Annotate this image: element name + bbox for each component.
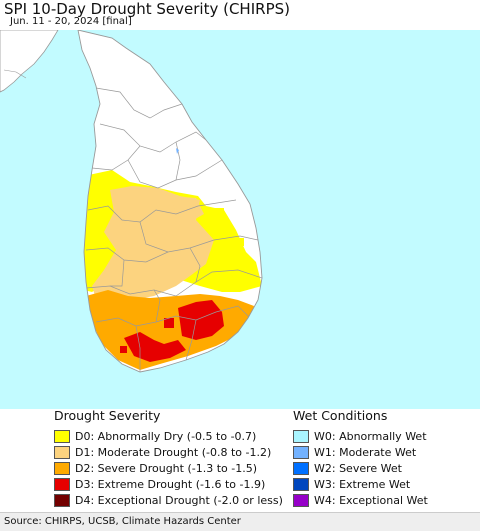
drought-legend-item: D4: Exceptional Drought (-2.0 or less) bbox=[54, 492, 283, 508]
wet-legend-label: W3: Extreme Wet bbox=[314, 477, 411, 491]
source-text: Source: CHIRPS, UCSB, Climate Hazards Ce… bbox=[4, 516, 241, 527]
legend-wet-heading: Wet Conditions bbox=[293, 408, 388, 423]
drought-legend-label: D0: Abnormally Dry (-0.5 to -0.7) bbox=[75, 429, 257, 443]
source-footer: Source: CHIRPS, UCSB, Climate Hazards Ce… bbox=[0, 512, 480, 531]
wet-legend-item: W3: Extreme Wet bbox=[293, 476, 428, 492]
india-mainland bbox=[0, 30, 59, 93]
wet-swatch bbox=[293, 445, 309, 459]
wet-legend-label: W0: Abnormally Wet bbox=[314, 429, 427, 443]
district-boundaries bbox=[85, 87, 262, 372]
wet-legend-label: W4: Exceptional Wet bbox=[314, 493, 428, 507]
legend-drought-heading: Drought Severity bbox=[54, 408, 161, 423]
wet-swatch bbox=[293, 493, 309, 507]
wet-swatch bbox=[293, 461, 309, 475]
wet-legend-item: W1: Moderate Wet bbox=[293, 444, 428, 460]
wet-swatch bbox=[293, 429, 309, 443]
drought-map bbox=[0, 30, 480, 409]
map-title: SPI 10-Day Drought Severity (CHIRPS) bbox=[4, 0, 290, 18]
drought-swatch bbox=[54, 429, 70, 443]
drought-swatch bbox=[54, 477, 70, 491]
drought-swatch bbox=[54, 461, 70, 475]
wet-legend-label: W1: Moderate Wet bbox=[314, 445, 417, 459]
wet-legend-item: W0: Abnormally Wet bbox=[293, 428, 428, 444]
drought-legend-label: D1: Moderate Drought (-0.8 to -1.2) bbox=[75, 445, 272, 459]
map-subtitle: Jun. 11 - 20, 2024 [final] bbox=[10, 16, 132, 27]
drought-legend-label: D2: Severe Drought (-1.3 to -1.5) bbox=[75, 461, 258, 475]
drought-legend-item: D0: Abnormally Dry (-0.5 to -0.7) bbox=[54, 428, 283, 444]
drought-swatch bbox=[54, 445, 70, 459]
wet-legend-label: W2: Severe Wet bbox=[314, 461, 402, 475]
india-coast-detail bbox=[3, 69, 27, 79]
drought-overlay bbox=[84, 170, 262, 370]
wet-swatch bbox=[293, 477, 309, 491]
legend-wet: Wet Conditions W0: Abnormally Wet W1: Mod… bbox=[293, 408, 428, 508]
drought-legend-label: D3: Extreme Drought (-1.6 to -1.9) bbox=[75, 477, 266, 491]
wet-legend-item: W2: Severe Wet bbox=[293, 460, 428, 476]
drought-legend-item: D1: Moderate Drought (-0.8 to -1.2) bbox=[54, 444, 283, 460]
drought-legend-label: D4: Exceptional Drought (-2.0 or less) bbox=[75, 493, 283, 507]
legend-drought: Drought Severity D0: Abnormally Dry (-0.… bbox=[54, 408, 283, 508]
drought-legend-item: D2: Severe Drought (-1.3 to -1.5) bbox=[54, 460, 283, 476]
inland-lake bbox=[176, 148, 179, 154]
wet-legend-item: W4: Exceptional Wet bbox=[293, 492, 428, 508]
d3-areas bbox=[120, 300, 224, 362]
drought-legend-item: D3: Extreme Drought (-1.6 to -1.9) bbox=[54, 476, 283, 492]
drought-swatch bbox=[54, 493, 70, 507]
